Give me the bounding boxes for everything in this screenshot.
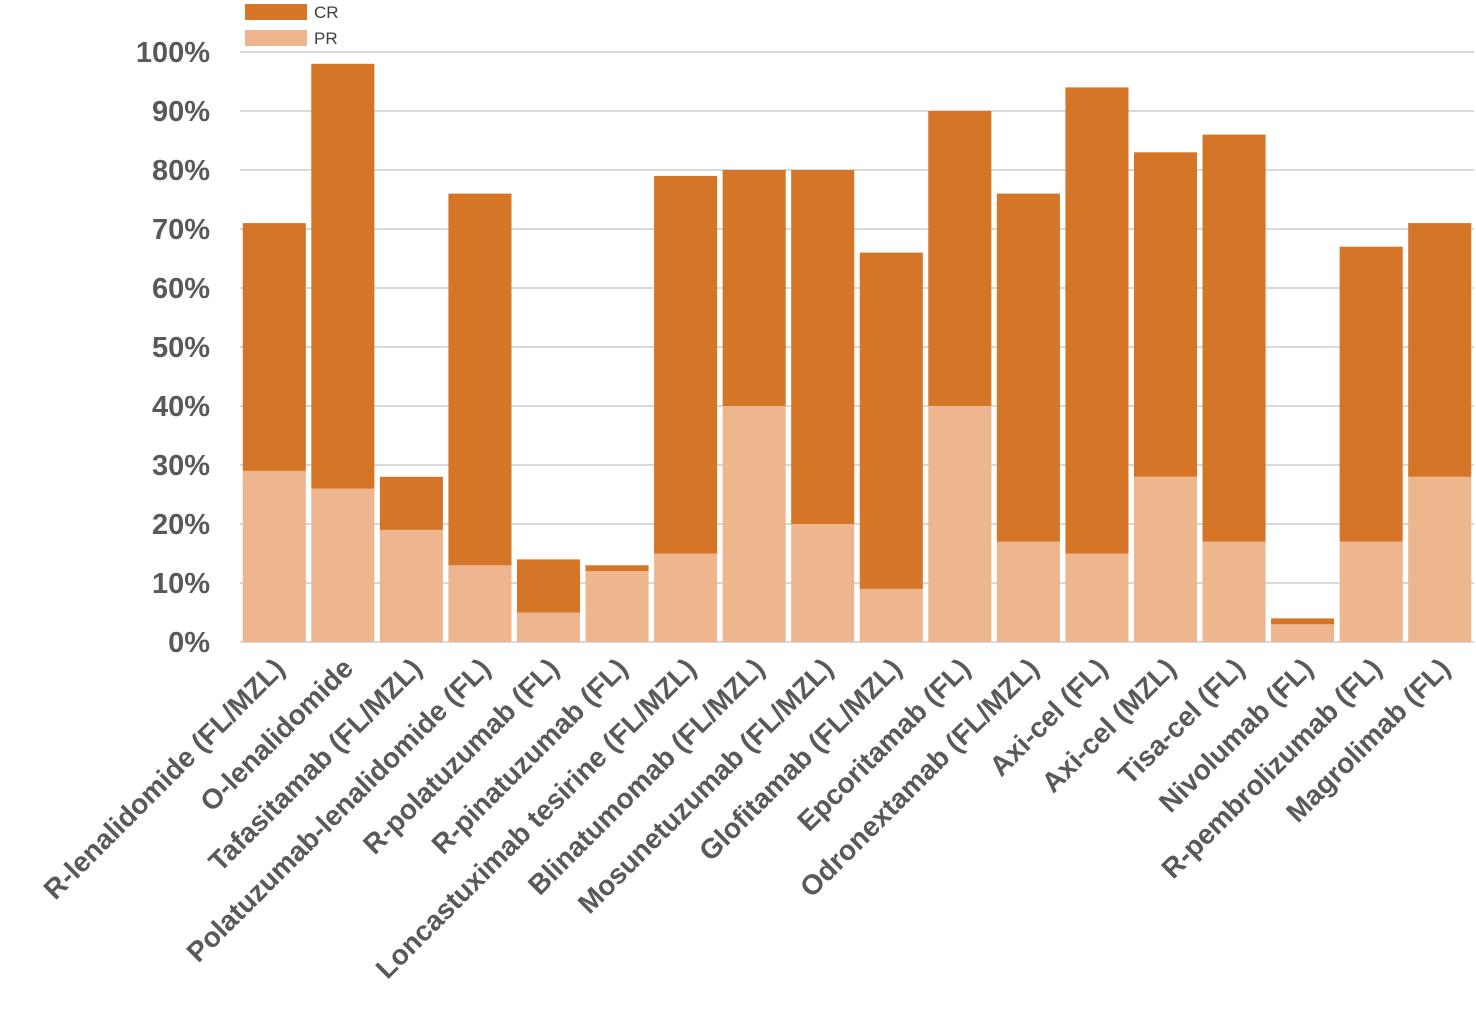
bar-cr-segment (311, 63, 375, 489)
bar-pr-segment (379, 529, 443, 642)
bar-pr-segment (1271, 624, 1335, 642)
bar-cr-segment (722, 170, 786, 406)
bar-cr-segment (928, 111, 992, 406)
x-axis-category-labels: R-lenalidomide (FL/MZL)O-lenalidomideTaf… (38, 652, 1456, 984)
bar-cr-segment (1133, 152, 1198, 477)
bar-pr-segment (311, 488, 375, 642)
bar-cr-segment (1271, 618, 1335, 625)
y-tick-label: 70% (152, 214, 210, 246)
bar-pr-segment (516, 612, 581, 642)
bar-pr-segment (722, 406, 786, 642)
y-tick-label: 50% (152, 332, 210, 364)
bar-pr-segment (654, 553, 718, 642)
bar-pr-segment (1133, 476, 1198, 642)
bar-cr-segment (859, 252, 923, 589)
y-tick-label: 30% (152, 450, 210, 482)
bar-series (242, 63, 1472, 642)
bar-pr-segment (1408, 476, 1472, 642)
bar-pr-segment (448, 565, 512, 642)
y-tick-label: 10% (152, 568, 210, 600)
bar-pr-segment (859, 588, 923, 642)
y-tick-label: 0% (168, 627, 210, 659)
bar-pr-segment (1065, 553, 1129, 642)
bar-pr-segment (996, 541, 1060, 642)
y-tick-label: 20% (152, 509, 210, 541)
legend-label-cr: CR (314, 3, 339, 22)
y-axis-tick-labels: 0% 10% 20% 30% 40% 50% 60% 70% 80% 90% 100% (136, 37, 210, 659)
legend-swatch-pr (245, 30, 307, 46)
bar-cr-segment (379, 476, 443, 530)
y-tick-label: 40% (152, 391, 210, 423)
y-tick-label: 90% (152, 96, 210, 128)
bar-cr-segment (585, 565, 649, 572)
y-tick-label: 100% (136, 37, 210, 69)
bar-pr-segment (585, 571, 649, 642)
gridlines (240, 51, 1474, 643)
bar-cr-segment (1408, 223, 1472, 477)
bar-pr-segment (928, 406, 992, 642)
bar-cr-segment (242, 223, 306, 471)
bar-pr-segment (791, 524, 855, 642)
bar-cr-segment (654, 175, 718, 554)
bar-pr-segment (1202, 541, 1266, 642)
bar-cr-segment (996, 193, 1060, 542)
bar-cr-segment (1065, 87, 1129, 554)
bar-cr-segment (448, 193, 512, 566)
bar-cr-segment (1202, 134, 1266, 542)
y-tick-label: 80% (152, 155, 210, 187)
bar-cr-segment (516, 559, 581, 613)
bar-cr-segment (791, 170, 855, 524)
bar-cr-segment (1339, 246, 1403, 542)
bar-pr-segment (1339, 541, 1403, 642)
legend-label-pr: PR (314, 29, 338, 48)
legend: CR PR (245, 3, 339, 48)
legend-swatch-cr (245, 4, 307, 20)
y-tick-label: 60% (152, 273, 210, 305)
bar-pr-segment (242, 470, 306, 642)
